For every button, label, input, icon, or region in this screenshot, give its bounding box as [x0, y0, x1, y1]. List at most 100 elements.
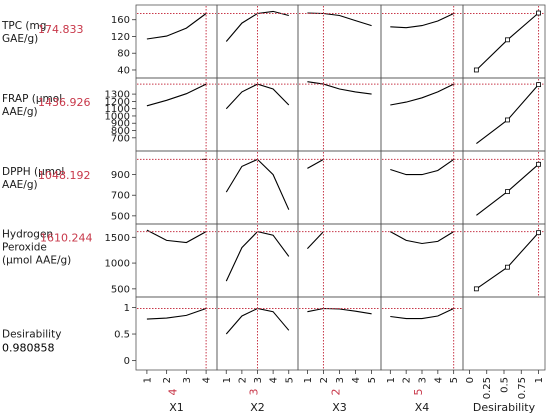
profile-curve — [390, 83, 454, 106]
desirability-marker — [536, 161, 541, 167]
y-tick-label: 700 — [111, 133, 130, 144]
profile-curve — [307, 158, 324, 169]
y-tick-label: 900 — [111, 170, 130, 181]
panel-frame — [297, 223, 382, 298]
x-tick-label: 5 — [284, 377, 295, 383]
desirability-marker — [536, 10, 541, 16]
x-tick-label: 3 — [418, 377, 429, 383]
x-tick-label: 4 — [269, 377, 280, 383]
y-tick-label: 1 — [124, 303, 130, 314]
factor-label: X3 — [332, 401, 347, 414]
x-tick-label: 4 — [433, 377, 444, 383]
profile-curve — [390, 13, 454, 29]
y-tick-label: 80 — [117, 49, 130, 60]
panel-frame — [135, 223, 218, 298]
y-tick-label: 160 — [111, 15, 130, 26]
profile-curve — [146, 13, 207, 40]
x-tick-label: 3 — [253, 377, 264, 383]
desirability-marker — [505, 189, 510, 195]
profile-curve — [476, 84, 539, 145]
current-response-value: 0.980858 — [2, 342, 55, 355]
panel-frame — [135, 150, 218, 225]
y-tick-label: 500 — [111, 284, 130, 295]
response-label: TPC (mg — [1, 20, 46, 32]
response-label: Hydrogen — [2, 229, 53, 241]
profile-curve — [307, 231, 324, 249]
profile-curve — [390, 308, 454, 320]
x-tick-label: 1 — [534, 377, 545, 383]
panel-frame — [297, 150, 382, 225]
panel-frame — [380, 4, 464, 79]
y-tick-label: 40 — [117, 65, 130, 76]
y-tick-label: 1200 — [105, 97, 130, 108]
profile-curve — [307, 12, 372, 27]
response-label: GAE/g) — [2, 33, 38, 45]
x-tick-label: 0.5 — [500, 377, 511, 393]
y-tick-label: 0.5 — [114, 330, 130, 341]
panel-frame — [462, 150, 546, 225]
x-tick-label: 1 — [303, 377, 314, 383]
x-tick-label: 5 — [367, 377, 378, 383]
profile-curve — [146, 307, 207, 320]
panel-frame — [380, 77, 464, 152]
x-tick-label: 4 — [351, 377, 362, 383]
x-tick-label: 2 — [319, 377, 330, 383]
response-label: AAE/g) — [2, 179, 38, 191]
desirability-marker — [473, 286, 479, 292]
x-tick-label: 5 — [449, 377, 460, 383]
profile-curve — [476, 232, 539, 290]
panel-frame — [462, 223, 546, 298]
current-response-value: 174.833 — [38, 23, 84, 36]
profile-curve — [225, 307, 290, 335]
factor-current-value: 2 — [330, 389, 343, 396]
desirability-marker — [505, 264, 510, 270]
y-tick-label: 1300 — [105, 90, 130, 101]
panel-frame — [297, 296, 382, 371]
y-tick-label: 1100 — [105, 104, 130, 115]
x-tick-label: 3 — [182, 377, 193, 383]
x-tick-label: 1 — [222, 377, 233, 383]
response-label: AAE/g) — [2, 106, 38, 118]
panel-frame — [380, 296, 464, 371]
response-label: Peroxide — [2, 242, 47, 254]
factor-current-value: 4 — [167, 389, 180, 396]
y-tick-label: 0 — [124, 356, 130, 367]
x-tick-label: 1 — [142, 377, 153, 383]
x-tick-label: 4 — [202, 377, 213, 383]
profile-curve — [390, 231, 454, 245]
x-tick-label: 2 — [162, 377, 173, 383]
desirability-marker — [473, 67, 479, 73]
factor-current-value: 3 — [248, 389, 261, 396]
x-tick-label: 0.25 — [482, 377, 493, 399]
y-tick-label: 1000 — [105, 259, 130, 270]
desirability-marker — [536, 230, 541, 236]
panel-frame — [135, 296, 218, 371]
y-tick-label: 120 — [111, 32, 130, 43]
current-response-value: 1048.192 — [38, 169, 91, 182]
y-tick-label: 800 — [111, 126, 130, 137]
desirability-marker — [505, 117, 510, 123]
y-tick-label: 1500 — [105, 233, 130, 244]
profile-curve — [225, 158, 290, 210]
current-response-value: 1436.926 — [38, 96, 91, 109]
x-tick-label: 2 — [237, 377, 248, 383]
profile-curve — [307, 307, 372, 315]
factor-label: X2 — [250, 401, 265, 414]
y-tick-label: 700 — [111, 191, 130, 202]
profile-curve — [307, 81, 372, 95]
profile-curve — [225, 83, 290, 110]
response-label: Desirability — [2, 329, 61, 341]
y-tick-label: 1000 — [105, 111, 130, 122]
panel-frame — [462, 296, 546, 371]
factor-label: Desirability — [473, 401, 536, 414]
profile-curve — [146, 83, 207, 107]
panel-frame — [462, 77, 546, 152]
y-tick-label: 900 — [111, 119, 130, 130]
y-tick-label: 500 — [111, 211, 130, 222]
current-response-value: 1610.244 — [40, 232, 93, 245]
profile-curve — [390, 158, 455, 176]
panel-frame — [135, 4, 218, 79]
profile-curve — [146, 229, 207, 244]
response-label: FRAP (µmol — [2, 93, 62, 105]
